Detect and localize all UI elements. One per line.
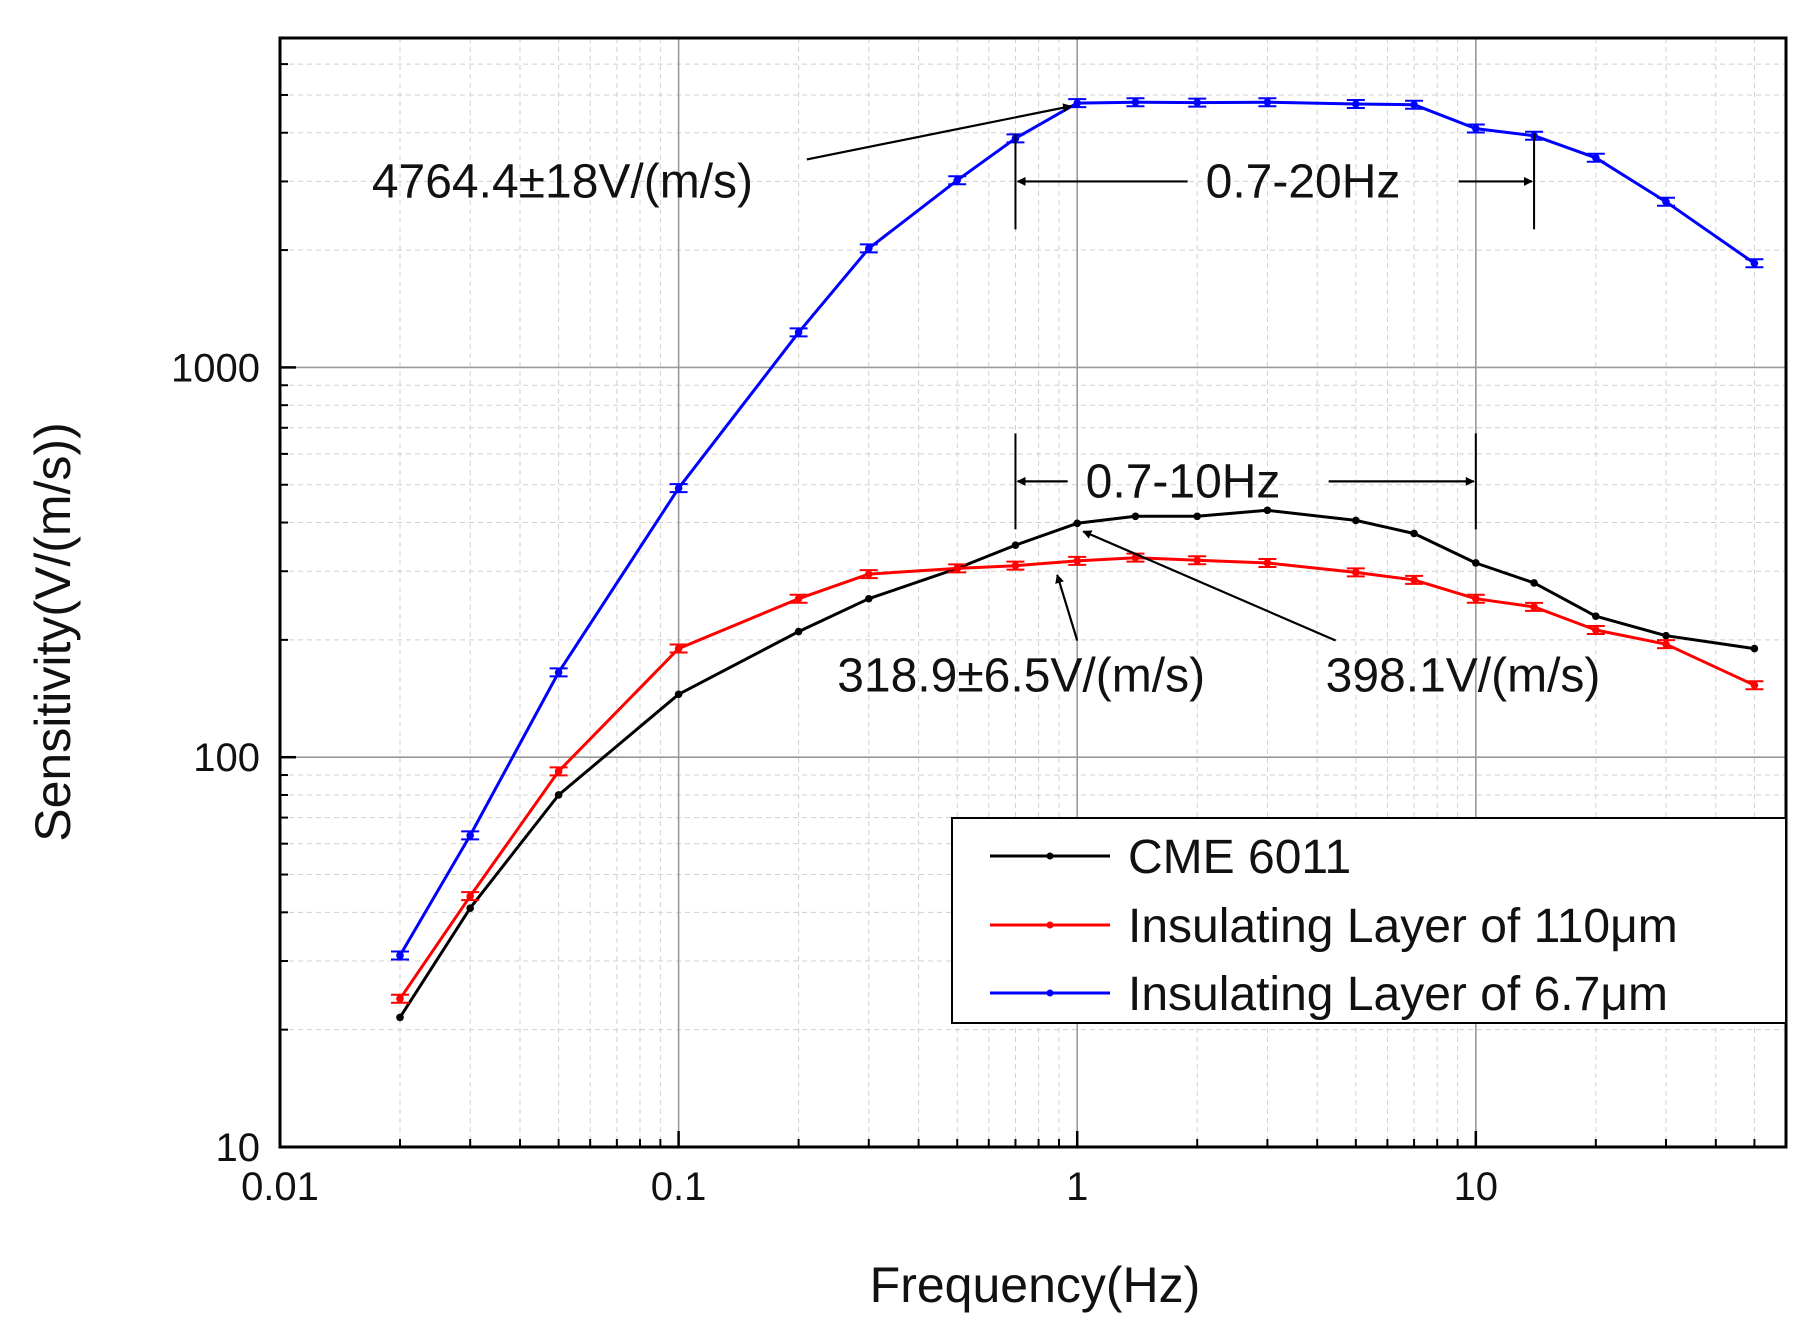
data-point-insulating-6-7um	[466, 831, 474, 840]
data-point-insulating-6-7um	[554, 668, 563, 677]
data-point-insulating-6-7um	[864, 244, 873, 253]
arrow-sensitivity-110um	[1055, 574, 1079, 641]
data-point-cme-6011	[1750, 644, 1759, 653]
series-insulating-110um	[390, 552, 1764, 1004]
data-point-cme-6011	[1662, 631, 1670, 640]
axis-ticks	[278, 37, 1787, 1149]
data-point-insulating-110um	[466, 892, 474, 900]
data-point-insulating-110um	[1662, 640, 1670, 648]
data-point-insulating-110um	[1011, 561, 1020, 570]
y-axis-label: Sensitivity(V/(m/s))	[25, 422, 81, 841]
data-point-insulating-6-7um	[1592, 153, 1600, 162]
y-tick-label: 1000	[171, 346, 260, 390]
annotations: 4764.4±18V/(m/s) 0.7-20Hz 0.7-10Hz 318.9±6.…	[372, 103, 1601, 703]
data-point-insulating-110um	[1472, 594, 1480, 603]
series-cme-6011	[396, 506, 1759, 1022]
data-point-cme-6011	[396, 1013, 404, 1022]
data-point-cme-6011	[794, 627, 803, 636]
x-tick-label: 0.1	[651, 1165, 707, 1209]
data-point-insulating-6-7um	[953, 176, 962, 185]
legend-marker-6-7um	[1046, 989, 1054, 997]
legend-label-cme: CME 6011	[1128, 831, 1351, 884]
data-point-insulating-110um	[1073, 557, 1082, 565]
x-tick-labels: 0.01 0.1 1 10	[241, 1165, 1498, 1209]
y-tick-labels: 10 100 1000	[171, 346, 260, 1170]
data-point-cme-6011	[1472, 559, 1480, 567]
annotation-sensitivity-110um: 318.9±6.5V/(m/s)	[837, 650, 1205, 703]
data-point-cme-6011	[1592, 612, 1600, 621]
data-point-insulating-110um	[674, 644, 683, 653]
legend-marker-110um	[1046, 921, 1054, 929]
data-point-insulating-110um	[953, 564, 962, 573]
legend: CME 6011 Insulating Layer of 110μm Insul…	[951, 817, 1787, 1024]
data-point-insulating-110um	[396, 994, 404, 1003]
data-point-insulating-6-7um	[1263, 98, 1272, 107]
data-point-insulating-110um	[554, 767, 563, 776]
data-point-insulating-110um	[1193, 556, 1202, 565]
data-point-insulating-6-7um	[1472, 124, 1480, 133]
x-axis-label: Frequency(Hz)	[870, 1257, 1201, 1313]
data-point-insulating-110um	[1263, 559, 1272, 567]
legend-box	[951, 817, 1787, 1024]
data-point-insulating-110um	[1410, 576, 1418, 584]
data-point-cme-6011	[674, 690, 683, 699]
arrow-peak-6-7um	[806, 103, 1073, 161]
data-point-cme-6011	[466, 904, 474, 912]
y-tick-label: 10	[216, 1126, 261, 1170]
x-tick-label: 1	[1066, 1165, 1088, 1209]
data-point-insulating-6-7um	[1410, 100, 1418, 109]
data-point-insulating-6-7um	[794, 328, 803, 337]
data-point-insulating-6-7um	[396, 951, 404, 960]
data-point-insulating-110um	[1352, 568, 1360, 577]
annotation-peak-6-7um: 4764.4±18V/(m/s)	[372, 155, 753, 208]
data-point-insulating-6-7um	[1352, 100, 1360, 108]
data-point-cme-6011	[1530, 579, 1538, 587]
data-point-insulating-6-7um	[1662, 197, 1670, 206]
y-tick-label: 100	[193, 736, 260, 780]
data-point-insulating-110um	[1750, 681, 1759, 690]
data-point-cme-6011	[864, 594, 873, 603]
data-point-cme-6011	[1011, 541, 1020, 549]
data-point-insulating-110um	[794, 594, 803, 603]
legend-label-110um: Insulating Layer of 110μm	[1128, 900, 1678, 953]
data-point-cme-6011	[1073, 519, 1082, 528]
annotation-band-0-7-10hz: 0.7-10Hz	[1086, 455, 1281, 508]
annotation-band-0-7-20hz: 0.7-20Hz	[1206, 155, 1401, 208]
data-point-insulating-110um	[1592, 626, 1600, 634]
data-point-cme-6011	[1263, 506, 1272, 515]
data-point-insulating-6-7um	[1750, 259, 1759, 268]
data-point-cme-6011	[1352, 516, 1360, 525]
plot-frame	[278, 36, 1788, 1149]
arrow-sensitivity-cme	[1082, 530, 1337, 642]
data-point-cme-6011	[1193, 512, 1202, 521]
x-tick-label: 10	[1454, 1165, 1499, 1209]
data-point-cme-6011	[554, 791, 563, 799]
legend-marker-cme	[1046, 852, 1054, 860]
x-tick-label: 0.01	[241, 1165, 319, 1209]
legend-label-6-7um: Insulating Layer of 6.7μm	[1128, 968, 1668, 1021]
data-point-cme-6011	[1410, 529, 1418, 538]
data-point-insulating-6-7um	[1073, 99, 1082, 107]
data-point-insulating-6-7um	[1193, 98, 1202, 107]
data-point-insulating-6-7um	[674, 484, 683, 492]
annotation-sensitivity-cme: 398.1V/(m/s)	[1326, 650, 1601, 703]
data-point-insulating-6-7um	[1131, 98, 1140, 107]
data-series	[390, 97, 1764, 1022]
data-point-cme-6011	[1131, 512, 1140, 521]
data-point-insulating-110um	[1530, 603, 1538, 611]
data-point-insulating-110um	[864, 570, 873, 578]
